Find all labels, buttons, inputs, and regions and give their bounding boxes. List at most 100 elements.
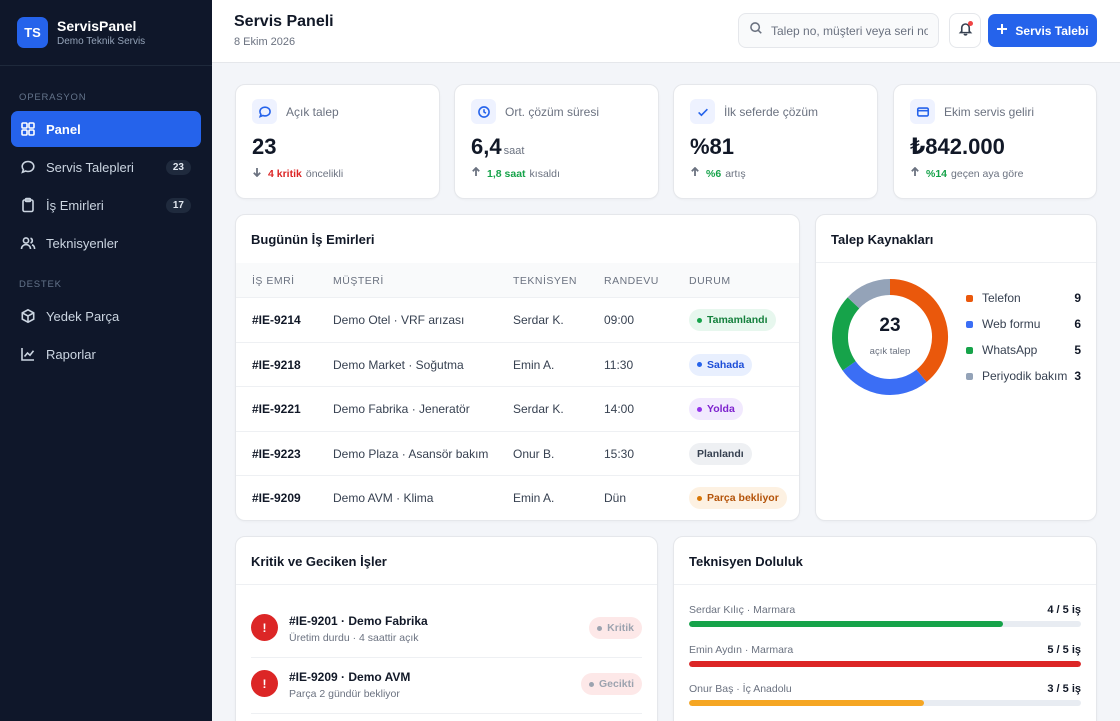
donut-slice-periyodik-bakım[interactable] [847,279,891,309]
status-badge: Gecikti [580,673,642,695]
legend-swatch [966,346,973,354]
donut-slice-web-formu[interactable] [842,360,927,395]
work-order-id: #IE-9223 [252,446,301,461]
sidebar-item-panel[interactable]: Panel [11,111,201,147]
appointment-cell: 09:00 [604,313,635,327]
stat-card-open-requests[interactable]: Açık talep 23 4 kritik öncelikli [235,84,440,199]
chat-icon [252,99,277,124]
status-badge: Parça bekliyor [689,487,787,510]
critical-item[interactable]: ! #IE-9209 · Demo AVM Parça 2 gündür bek… [251,657,642,713]
technician-load-value: 5 / 5 iş [1047,643,1081,656]
stat-delta: 1,8 saat kısaldı [471,166,560,180]
technician-row[interactable]: Onur Baş · İç Anadolu 3 / 5 iş [689,683,1081,713]
legend-value: 3 [1074,369,1081,383]
customer-cell: Demo Market · Soğutma [333,357,464,372]
sidebar-item-spare-parts[interactable]: Yedek Parça [11,298,201,334]
column-header[interactable]: RANDEVU [604,275,659,287]
bell-icon [958,21,973,41]
technician-name: Emin Aydın · Marmara [689,643,794,656]
stat-delta: 4 kritik öncelikli [252,167,343,180]
load-bar-track [689,621,1081,627]
column-header[interactable]: DURUM [689,275,731,287]
stat-delta: %14 geçen aya göre [910,166,1023,180]
sidebar-item-label: Panel [46,121,81,137]
sidebar-item-service-requests[interactable]: Servis Talepleri 23 [11,149,201,185]
technician-row[interactable]: Emin Aydın · Marmara 5 / 5 iş [689,644,1081,674]
legend-item[interactable]: Web formu 6 [966,316,1081,332]
donut-slice-telefon[interactable] [889,279,948,382]
technician-row[interactable]: Serdar Kılıç · Marmara 4 / 5 iş [689,604,1081,634]
work-order-id: #IE-9221 [252,402,301,417]
table-row[interactable]: #IE-9223 Demo Plaza · Asansör bakım Onur B… [236,432,799,477]
donut-slice-whatsapp[interactable] [832,297,860,371]
critical-item[interactable]: ! #IE-9201 · Demo Fabrika Üretim durdu ·… [251,601,642,657]
load-bar-track [689,700,1081,706]
stat-label: Ekim servis geliri [944,105,1035,119]
legend-value: 6 [1074,317,1081,331]
page-title: Servis Paneli [234,13,334,30]
brand-logo[interactable]: TS [17,17,48,48]
sidebar-item-work-orders[interactable]: İş Emirleri 17 [11,187,201,223]
arrow-up-icon [471,166,487,180]
sidebar-item-technicians[interactable]: Teknisyenler [11,225,201,261]
search-icon [749,21,763,40]
table-row[interactable]: #IE-9214 Demo Otel · VRF arızası Serdar K.… [236,298,799,343]
count-badge: 23 [165,159,191,175]
chat-icon [20,159,36,175]
legend-item[interactable]: Telefon 9 [966,290,1081,306]
search-box[interactable] [738,13,939,48]
customer-cell: Demo AVM · Klima [333,491,434,506]
work-order-id: #IE-9218 [252,357,301,372]
technician-cell: Serdar K. [513,313,564,327]
new-service-request-button[interactable]: Servis Talebi [988,14,1097,47]
table-body: #IE-9214 Demo Otel · VRF arızası Serdar K.… [236,298,799,520]
appointment-cell: Dün [604,491,627,506]
column-header[interactable]: İŞ EMRİ [252,275,295,287]
technician-cell: Emin A. [513,491,555,506]
load-bar-track [689,660,1081,667]
legend-swatch [966,372,973,380]
grid-icon [20,121,36,137]
legend-value: 9 [1074,291,1081,305]
legend-label: WhatsApp [982,343,1038,357]
legend-item[interactable]: Periyodik bakım 3 [966,368,1081,384]
work-order-id: #IE-9214 [252,313,301,327]
appointment-cell: 15:30 [604,446,635,461]
card-title: Bugünün İş Emirleri [251,232,375,247]
technician-load-value: 3 / 5 iş [1047,683,1081,695]
brand: TS ServisPanel Demo Teknik Servis [0,0,212,66]
check-icon [690,99,715,124]
customer-cell: Demo Fabrika · Jeneratör [333,402,470,417]
sources-donut-chart [832,279,948,395]
table-row[interactable]: #IE-9218 Demo Market · Soğutma Emin A. 11:3… [236,343,799,388]
status-badge: Planlandı [689,442,752,465]
stat-card-monthly-revenue[interactable]: Ekim servis geliri ₺842.000 %14 geçen aya… [893,84,1097,199]
table-row[interactable]: #IE-9221 Demo Fabrika · Jeneratör Serdar K… [236,387,799,432]
card-title: Kritik ve Geciken İşler [251,554,387,569]
donut-total: 23 [879,315,901,336]
sidebar-item-reports[interactable]: Raporlar [11,336,201,372]
legend-label: Telefon [982,291,1021,305]
status-badge: Kritik [589,617,642,639]
critical-item-subtitle: Üretim durdu · 4 saattir açık [289,632,419,644]
search-input[interactable] [771,23,928,38]
count-badge: 17 [165,197,191,213]
stat-card-avg-resolution[interactable]: Ort. çözüm süresi 6,4 saat 1,8 saat kısald… [454,84,659,199]
sidebar-item-label: Raporlar [46,346,96,362]
legend-item[interactable]: WhatsApp 5 [966,342,1081,358]
technician-name: Onur Baş · İç Anadolu [689,683,792,695]
stat-label: Açık talep [286,105,339,119]
column-header[interactable]: MÜŞTERİ [333,275,384,287]
legend-label: Web formu [982,317,1041,331]
stat-card-first-time-fix[interactable]: İlk seferde çözüm %81 %6 artış [673,84,878,199]
notifications-button[interactable] [949,13,981,48]
table-header: İŞ EMRİ MÜŞTERİ TEKNİSYEN RANDEVU DURUM [236,263,799,298]
users-icon [20,235,36,251]
sidebar-item-label: Servis Talepleri [46,159,134,175]
critical-jobs-card: Kritik ve Geciken İşler ! #IE-9201 · Dem… [235,536,658,721]
technician-cell: Emin A. [513,357,555,372]
new-service-request-label: Servis Talebi [1015,23,1089,38]
table-row[interactable]: #IE-9209 Demo AVM · Klima Emin A. Dün Parça … [236,476,799,520]
column-header[interactable]: TEKNİSYEN [513,275,578,287]
technician-cell: Onur B. [513,446,555,461]
